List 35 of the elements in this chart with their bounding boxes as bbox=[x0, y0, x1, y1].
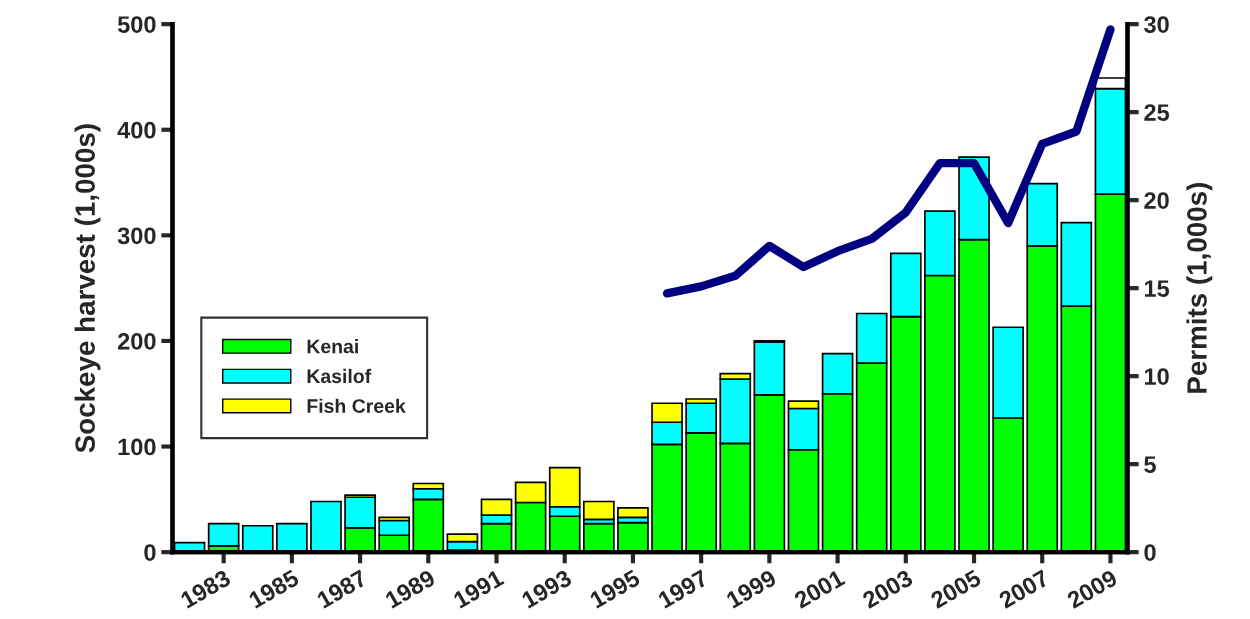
y2-tick-label: 5 bbox=[1144, 456, 1156, 473]
y2-tick-label: 25 bbox=[1144, 104, 1170, 121]
bar bbox=[207, 522, 240, 547]
y2-axis-title: Permits (1,000s) bbox=[1186, 182, 1213, 393]
legend-label: Fish Creek bbox=[307, 398, 406, 413]
x-tick-label: 2009 bbox=[1065, 569, 1119, 609]
y-tick-label: 200 bbox=[117, 333, 156, 350]
x-tick-label: 1985 bbox=[247, 568, 300, 609]
x-tick-label: 1983 bbox=[179, 569, 232, 609]
y-tick-label: 300 bbox=[117, 227, 156, 245]
legend-label: Kasilof bbox=[307, 368, 372, 384]
y-tick-label: 400 bbox=[117, 121, 156, 139]
x-tick-label: 2007 bbox=[997, 569, 1051, 609]
y2-tick-label: 20 bbox=[1144, 192, 1169, 209]
x-tick-label: 2001 bbox=[793, 568, 846, 609]
y-tick-label: 0 bbox=[144, 544, 156, 561]
x-tick-label: 1999 bbox=[725, 569, 778, 609]
y-tick-label: 100 bbox=[118, 438, 156, 456]
x-tick-label: 1997 bbox=[657, 569, 709, 609]
y-tick-label: 500 bbox=[117, 16, 156, 33]
x-tick-label: 1991 bbox=[452, 568, 505, 609]
x-tick-label: 1995 bbox=[589, 568, 642, 609]
x-tick-label: 1989 bbox=[384, 569, 437, 609]
y2-tick-label: 15 bbox=[1144, 280, 1170, 297]
y2-tick-label: 10 bbox=[1144, 368, 1169, 385]
y-axis-title: Sockeye harvest (1,000s) bbox=[74, 124, 101, 453]
x-tick-label: 1987 bbox=[316, 569, 368, 609]
legend-label: Kenai bbox=[307, 339, 358, 354]
x-tick-label: 2003 bbox=[861, 569, 914, 610]
bar bbox=[617, 506, 649, 519]
x-tick-label: 1993 bbox=[520, 569, 573, 609]
x-tick-label: 2005 bbox=[929, 568, 983, 609]
y2-tick-label: 0 bbox=[1144, 544, 1156, 561]
y2-tick-label: 30 bbox=[1144, 16, 1169, 33]
bar bbox=[582, 500, 615, 521]
